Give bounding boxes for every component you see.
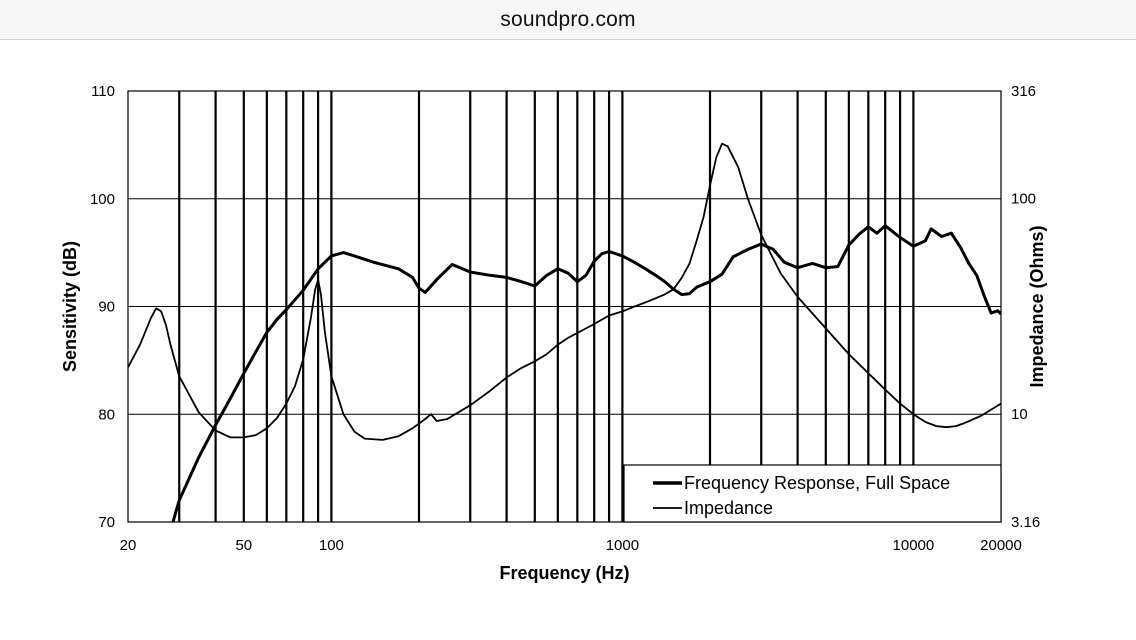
plot-frame — [127, 90, 1002, 523]
y-tick-label: 100 — [90, 191, 115, 208]
frequency-response-series-line — [171, 224, 1001, 522]
x-tick-label: 20000 — [980, 537, 1022, 554]
y-tick-label: 70 — [98, 514, 115, 531]
legend-box — [623, 464, 1002, 523]
legend-label: Impedance — [684, 498, 773, 518]
x-tick-label: 20 — [120, 537, 137, 554]
y2-axis-title: Impedance (Ohms) — [1027, 225, 1047, 387]
legend-label: Frequency Response, Full Space — [684, 473, 950, 493]
y2-tick-label: 100 — [1011, 191, 1036, 208]
url-text: soundpro.com — [500, 7, 636, 31]
y2-tick-label: 10 — [1011, 406, 1028, 423]
y2-tick-label: 3.16 — [1011, 514, 1040, 531]
address-bar[interactable]: soundpro.com — [0, 0, 1136, 40]
frequency-impedance-chart: Frequency Response, Full Space Impedance 2… — [60, 83, 1047, 583]
y-tick-label: 110 — [91, 83, 115, 100]
impedance-series-line — [128, 142, 1001, 441]
y2-tick-label: 316 — [1011, 83, 1036, 100]
x-tick-label: 100 — [319, 537, 344, 554]
x-tick-label: 10000 — [893, 537, 935, 554]
x-axis-title: Frequency (Hz) — [499, 563, 629, 583]
x-tick-label: 50 — [235, 537, 252, 554]
y-axis-title: Sensitivity (dB) — [60, 241, 80, 372]
y-tick-label: 80 — [98, 406, 115, 423]
x-tick-label: 1000 — [606, 537, 639, 554]
y-tick-label: 90 — [98, 299, 115, 316]
